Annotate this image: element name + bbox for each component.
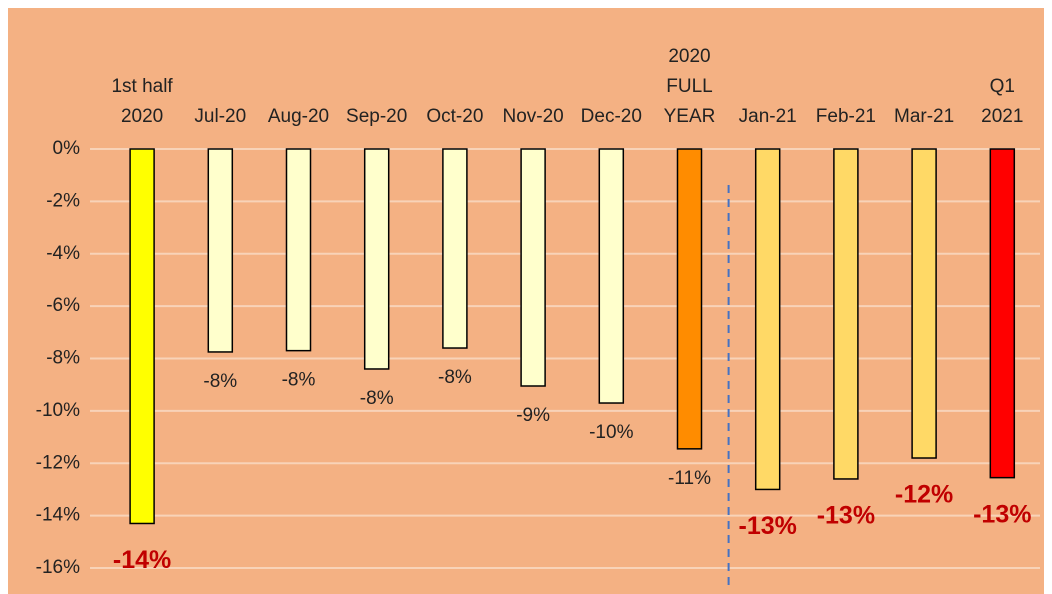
y-tick-label: -2% <box>46 190 80 211</box>
y-tick-label: -10% <box>36 400 80 421</box>
bar <box>520 148 546 387</box>
bar <box>442 148 468 349</box>
bar <box>363 148 390 370</box>
value-label: -13% <box>739 512 797 540</box>
bar <box>129 148 155 525</box>
bar <box>989 148 1016 479</box>
bar <box>207 148 234 353</box>
x-tick-label: Q1 2021 <box>981 76 1024 127</box>
bar <box>598 148 625 404</box>
bar <box>676 148 703 450</box>
value-label: -8% <box>203 371 237 392</box>
y-tick-label: -12% <box>36 452 80 473</box>
x-tick-label: Jan-21 <box>738 106 797 127</box>
bar <box>285 148 312 352</box>
x-tick-label: Jul-20 <box>194 106 247 127</box>
x-tick-label: Mar-21 <box>894 106 955 127</box>
value-label: -10% <box>589 422 633 443</box>
value-label: -8% <box>282 370 316 391</box>
y-tick-label: -8% <box>46 348 80 369</box>
x-tick-label: Nov-20 <box>502 106 564 127</box>
y-tick-label: -6% <box>46 295 80 316</box>
value-label: -8% <box>438 367 472 388</box>
bar <box>911 148 937 459</box>
value-label: -12% <box>895 481 953 509</box>
value-label: -11% <box>668 468 711 489</box>
x-tick-label: 2020 FULL YEAR <box>663 46 716 127</box>
bar <box>833 148 859 480</box>
y-tick-label: -16% <box>36 557 80 578</box>
value-label: -9% <box>516 405 550 426</box>
value-label: -13% <box>973 500 1031 528</box>
value-label: -13% <box>817 502 875 530</box>
x-tick-label: 1st half 2020 <box>111 76 173 127</box>
x-tick-label: Aug-20 <box>267 106 330 127</box>
x-tick-label: Dec-20 <box>580 106 642 127</box>
x-tick-label: Oct-20 <box>426 106 484 127</box>
y-tick-label: -4% <box>46 243 80 264</box>
value-label: -14% <box>113 546 171 574</box>
x-tick-label: Sep-20 <box>346 106 408 127</box>
y-tick-label: -14% <box>36 505 80 526</box>
bar <box>754 148 781 491</box>
value-label: -8% <box>360 388 394 409</box>
y-tick-label: 0% <box>53 138 81 159</box>
x-tick-label: Feb-21 <box>815 106 876 127</box>
